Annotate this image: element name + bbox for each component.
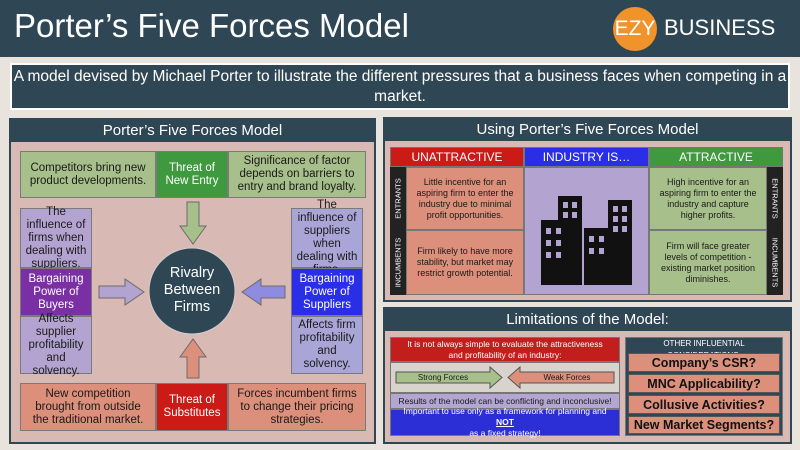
arrow-right-icon <box>98 278 145 306</box>
row-entrants-right: ENTRANTS <box>767 167 783 230</box>
bargaining-power-of-suppliers: Bargaining Power of Suppliers <box>291 268 363 316</box>
consideration-mnc: MNC Applicability? <box>628 374 780 393</box>
suppliers-bottom-note: Affects firm profitability and solvency. <box>291 316 363 374</box>
entrants-unattractive-cell: Little incentive for an aspiring firm to… <box>406 167 524 230</box>
substitutes-left-note: New competition brought from outside the… <box>20 383 156 431</box>
consideration-new-segments: New Market Segments? <box>628 416 780 434</box>
header-bar <box>0 0 800 57</box>
substitutes-right-note: Forces incumbent firms to change their p… <box>228 383 366 431</box>
buyers-bottom-note: Affects supplier profitability and solve… <box>20 313 92 377</box>
new-entry-right-note: Significance of factor depends on barrie… <box>228 151 366 198</box>
arrow-down-icon <box>179 201 207 245</box>
arrow-up-icon <box>179 338 207 379</box>
conflicting-note: Results of the model can be conflicting … <box>390 393 620 409</box>
row-entrants-left: ENTRANTS <box>390 167 406 230</box>
new-entry-left-note: Competitors bring new product developmen… <box>20 151 156 198</box>
strong-forces-arrow-icon <box>395 365 503 390</box>
row-incumbents-right: INCUMBENTS <box>767 230 783 295</box>
threat-of-substitutes: Threat of Substitutes <box>156 383 228 431</box>
col-attractive: ATTRACTIVE <box>649 147 783 167</box>
col-industry-is: INDUSTRY IS… <box>524 147 649 167</box>
not-emphasis: NOT <box>496 417 514 427</box>
intro-banner: A model devised by Michael Porter to ill… <box>10 63 790 110</box>
five-forces-panel-title: Porter’s Five Forces Model <box>11 120 374 142</box>
rivalry-circle <box>148 247 236 335</box>
incumbents-unattractive-cell: Firm likely to have more stability, but … <box>406 230 524 295</box>
consideration-collusive: Collusive Activities? <box>628 395 780 414</box>
row-incumbents-left: INCUMBENTS <box>390 230 406 295</box>
framework-note: Important to use only as a framework for… <box>390 406 620 438</box>
other-considerations-title: OTHER INFLUENTIAL CONSIDERATIONS: <box>626 338 782 360</box>
logo-text: BUSINESS <box>664 15 776 40</box>
rivalry-between-firms: Rivalry Between Firms <box>163 265 221 315</box>
bargaining-power-of-buyers: Bargaining Power of Buyers <box>20 268 92 316</box>
limitations-panel-title: Limitations of the Model: <box>385 309 790 331</box>
buyers-top-note: The influence of firms when dealing with… <box>20 206 92 270</box>
weak-forces-label: Weak Forces <box>543 373 591 382</box>
arrow-left-icon <box>241 278 286 306</box>
incumbents-attractive-cell: Firm will face greater levels of competi… <box>649 230 767 295</box>
suppliers-top-note: The influence of suppliers when dealing … <box>291 199 363 276</box>
page-title: Porter’s Five Forces Model <box>14 7 409 44</box>
using-panel-title: Using Porter’s Five Forces Model <box>385 119 790 141</box>
threat-of-new-entry: Threat of New Entry <box>156 151 228 198</box>
consideration-csr: Company’s CSR? <box>628 353 780 372</box>
city-buildings-icon <box>541 196 632 285</box>
logo-mark: EZY <box>613 7 657 51</box>
entrants-attractive-cell: High incentive for an aspiring firm to e… <box>649 167 767 230</box>
evaluate-note: It is not always simple to evaluate the … <box>390 337 620 362</box>
strong-forces-label: Strong Forces <box>417 373 469 382</box>
weak-forces-arrow-icon <box>507 365 615 390</box>
col-unattractive: UNATTRACTIVE <box>390 147 524 167</box>
forces-arrows <box>395 365 615 390</box>
